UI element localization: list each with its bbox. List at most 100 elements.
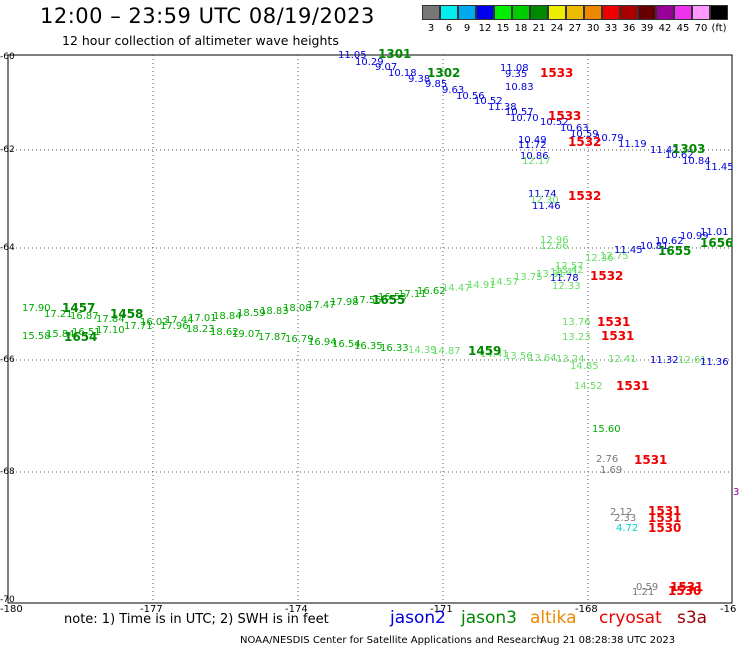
color-swatch [584, 5, 602, 20]
wave-height-value: 10.79 [595, 133, 624, 144]
pass-time-label: 1531 [597, 315, 631, 329]
wave-height-value: 14.85 [570, 361, 599, 372]
color-swatch [566, 5, 584, 20]
wave-height-value: 0.59 [636, 582, 659, 593]
pass-time-label: 1655 [658, 244, 692, 258]
wave-height-value: 16.53 [378, 292, 407, 303]
wave-height-value: 39 [733, 487, 740, 498]
wave-height-value: 18.84 [213, 311, 242, 322]
wave-height-value: 11.45 [705, 162, 734, 173]
color-legend-label: 36 [622, 23, 636, 34]
color-swatch [656, 5, 674, 20]
wave-height-value: 12.33 [552, 281, 581, 292]
color-swatch [674, 5, 692, 20]
longitude-label: -16 [720, 604, 737, 615]
pass-time-label: 1530 [668, 584, 702, 598]
pass-time-label: 1531 [670, 580, 704, 594]
wave-height-value: 13.75 [514, 272, 543, 283]
pass-time-label: 1531 [634, 453, 668, 467]
color-legend-label: 15 [496, 23, 510, 34]
wave-height-value: 10.62 [655, 236, 684, 247]
wave-height-value: 13.24 [556, 354, 585, 365]
pass-time-label: 1532 [590, 269, 624, 283]
wave-height-value: 11.38 [488, 102, 517, 113]
wave-height-value: 18.59 [237, 308, 266, 319]
wave-height-value: 17.01 [188, 313, 217, 324]
wave-height-value: 14.91 [467, 280, 496, 291]
color-swatch [458, 5, 476, 20]
wave-height-value: 10.49 [518, 135, 547, 146]
wave-height-value: 11.05 [338, 50, 367, 61]
wave-height-value: 11.36 [700, 357, 729, 368]
wave-height-value: 12.36 [585, 253, 614, 264]
wave-height-value: 13.31 [536, 269, 565, 280]
wave-height-value: 1.69 [600, 465, 623, 476]
latitude-label: -64 [0, 243, 15, 253]
color-legend-label: 30 [586, 23, 600, 34]
footer-timestamp: Aug 21 08:28:38 UTC 2023 [540, 635, 676, 646]
satellite-legend-item: altika [530, 608, 577, 628]
wave-height-value: 15.60 [592, 424, 621, 435]
wave-height-value: 12.61 [678, 355, 707, 366]
wave-height-value: 11.32 [650, 355, 679, 366]
wave-height-value: 9.38 [408, 74, 431, 85]
wave-height-value: 2.76 [596, 454, 619, 465]
wave-height-value: 17.98 [330, 297, 359, 308]
pass-time-label: 1533 [548, 109, 582, 123]
wave-height-value: 12.96 [540, 235, 569, 246]
wave-height-value: 17.84 [96, 314, 125, 325]
wave-height-value: 12.41 [550, 267, 579, 278]
wave-height-value: 11.78 [550, 273, 579, 284]
wave-height-value: 16.51 [72, 327, 101, 338]
color-legend-label: 42 [658, 23, 672, 34]
latitude-label: -60 [0, 52, 15, 62]
wave-height-value: 14.52 [574, 381, 603, 392]
wave-height-value: 17.44 [165, 315, 194, 326]
latitude-label: -68 [0, 467, 15, 477]
pass-time-label: 1531 [601, 329, 635, 343]
plot-frame [7, 54, 733, 604]
wave-height-value: 14.39 [408, 345, 437, 356]
pass-time-label: 1302 [427, 66, 461, 80]
wave-height-value: 17.10 [96, 325, 125, 336]
wave-height-value: 10.62 [665, 150, 694, 161]
page-title: 12:00 – 23:59 UTC 08/19/2023 [40, 4, 375, 28]
wave-height-value: 13.56 [504, 351, 533, 362]
wave-height-value: 12.57 [555, 261, 584, 272]
color-swatch [548, 5, 566, 20]
wave-height-value: 10.29 [355, 57, 384, 68]
wave-height-value: 10.83 [505, 82, 534, 93]
wave-height-value: 10.59 [570, 129, 599, 140]
satellite-legend-item: s3a [677, 608, 708, 628]
wave-height-value: 2.33 [614, 513, 637, 524]
longitude-label: -174 [285, 604, 308, 615]
latitude-label: -66 [0, 355, 15, 365]
wave-height-value: 9.07 [375, 62, 398, 73]
color-swatch [620, 5, 638, 20]
pass-time-label: 1303 [672, 142, 706, 156]
color-swatch [476, 5, 494, 20]
wave-height-value: 14.47 [442, 283, 471, 294]
wave-height-value: 17.11 [398, 289, 427, 300]
wave-height-value: 9.35 [505, 69, 528, 80]
longitude-label: -177 [140, 604, 163, 615]
wave-height-value: 10.86 [520, 151, 549, 162]
color-legend-label: (ft) [711, 23, 727, 34]
wave-height-value: 12.17 [522, 156, 551, 167]
wave-height-value: 11.01 [700, 227, 729, 238]
wave-height-value: 17.71 [124, 321, 153, 332]
pass-time-label: 1531 [648, 504, 682, 518]
wave-height-value: 16.54 [332, 339, 361, 350]
wave-height-value: 10.81 [640, 241, 669, 252]
color-legend-label: 24 [550, 23, 564, 34]
wave-height-value: 9.63 [442, 85, 465, 96]
pass-time-label: 1459 [468, 344, 502, 358]
color-swatch [638, 5, 656, 20]
color-legend-label: 3 [427, 23, 435, 34]
grid-lines [8, 55, 732, 603]
color-legend-label: 6 [445, 23, 453, 34]
satellite-legend-item: cryosat [599, 608, 662, 628]
color-swatch [494, 5, 512, 20]
wave-height-value: 11.19 [618, 139, 647, 150]
wave-height-value: 18.08 [283, 303, 312, 314]
